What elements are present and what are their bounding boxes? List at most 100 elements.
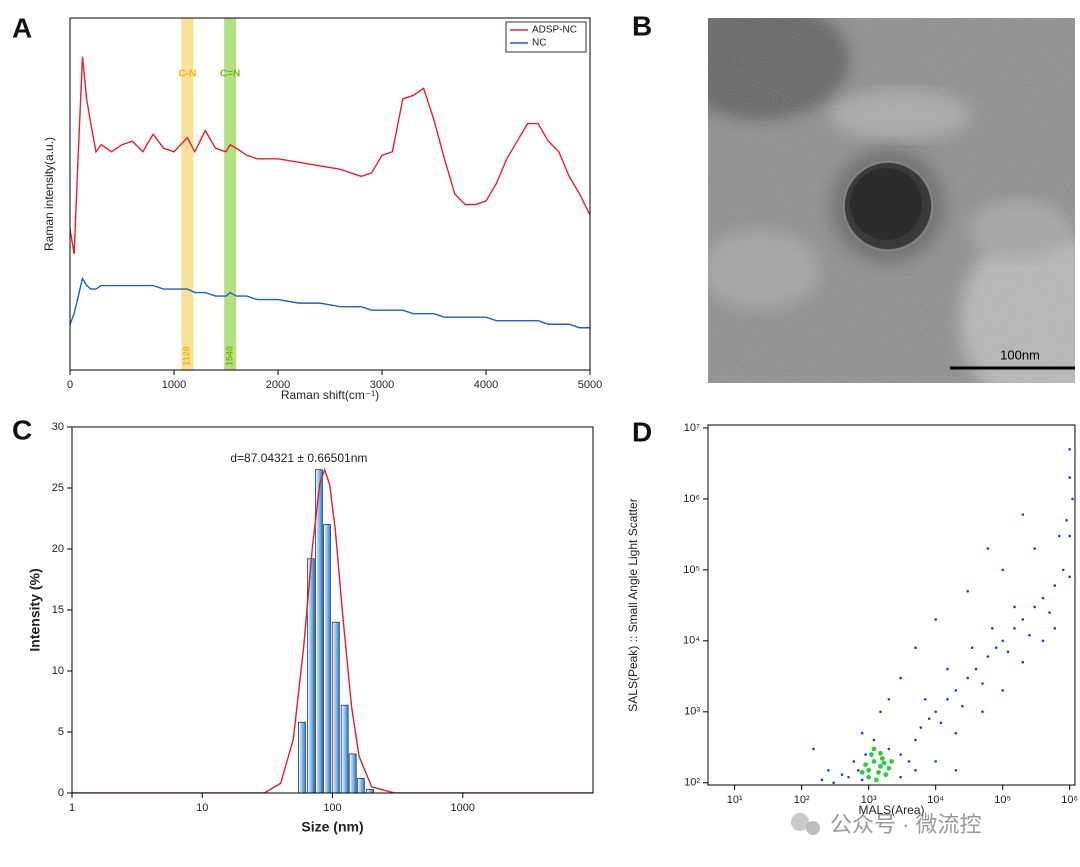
y-axis-label: SALS(Peak) :: Small Angle Light Scatter bbox=[626, 498, 640, 711]
point bbox=[866, 774, 872, 780]
x-tick-label: 10⁶ bbox=[1061, 794, 1078, 806]
point bbox=[863, 762, 869, 768]
bar bbox=[323, 524, 331, 793]
point bbox=[864, 753, 867, 756]
point bbox=[840, 773, 844, 776]
y-tick-label: 25 bbox=[52, 482, 64, 494]
annotation: d=87.04321 ± 0.66501nm bbox=[230, 451, 367, 465]
point bbox=[832, 781, 835, 785]
y-tick-label: 10⁷ bbox=[684, 422, 700, 434]
y-tick-label: 10⁶ bbox=[683, 493, 700, 505]
point bbox=[881, 760, 887, 766]
point bbox=[869, 752, 874, 757]
x-tick-label: 10² bbox=[794, 794, 810, 806]
fit-line bbox=[72, 467, 593, 793]
point bbox=[899, 775, 902, 779]
point bbox=[934, 760, 937, 763]
point bbox=[887, 698, 891, 701]
x-tick-label: 1000 bbox=[162, 379, 186, 391]
bar bbox=[331, 621, 340, 793]
bar bbox=[366, 788, 374, 793]
point bbox=[1068, 448, 1071, 451]
point bbox=[883, 772, 889, 778]
bar bbox=[340, 704, 349, 793]
point bbox=[1053, 627, 1057, 630]
bar bbox=[314, 469, 323, 793]
y-tick-label: 10 bbox=[52, 665, 64, 677]
bar bbox=[356, 777, 365, 793]
point bbox=[927, 717, 931, 720]
point bbox=[856, 768, 860, 772]
point bbox=[859, 769, 865, 775]
point bbox=[852, 760, 856, 763]
point bbox=[946, 667, 949, 671]
point bbox=[919, 726, 923, 729]
point bbox=[1041, 596, 1045, 600]
point bbox=[991, 627, 994, 630]
point bbox=[974, 667, 978, 671]
x-tick-label: 0 bbox=[67, 379, 73, 391]
x-tick-label: 10⁴ bbox=[927, 794, 944, 806]
point bbox=[1068, 575, 1071, 579]
point bbox=[879, 710, 882, 714]
point bbox=[946, 698, 949, 701]
point bbox=[1033, 605, 1036, 609]
legend-label: NC bbox=[532, 38, 546, 49]
legend-label: ADSP-NC bbox=[532, 25, 577, 36]
x-axis-label: Raman shift(cm⁻¹) bbox=[281, 388, 379, 402]
chart: 10¹ 10² 10³ 10⁴ 10⁵ 10⁶ 10² 10³ 10⁴ 10⁵ 10⁶ 10⁷ MALS… bbox=[626, 422, 1078, 817]
point bbox=[1033, 547, 1036, 550]
x-tick-label: 2000 bbox=[266, 379, 290, 391]
y-tick-label: 10⁴ bbox=[683, 635, 700, 647]
bar bbox=[297, 721, 306, 793]
y-tick-label: 10² bbox=[684, 777, 700, 789]
point bbox=[1013, 627, 1016, 630]
point bbox=[914, 738, 917, 742]
point bbox=[1021, 513, 1025, 516]
x-tick-label: 10 bbox=[196, 802, 208, 814]
point bbox=[1071, 497, 1074, 501]
y-tick-label: 5 bbox=[58, 726, 64, 738]
point bbox=[966, 589, 969, 593]
plot-area bbox=[72, 467, 593, 793]
point bbox=[860, 731, 864, 735]
band-label: C-N bbox=[178, 69, 196, 80]
point bbox=[914, 768, 917, 772]
point bbox=[899, 753, 902, 756]
scale-bar-label: 100nm bbox=[1000, 347, 1040, 362]
watermark: 公众号 · 微流控 bbox=[791, 812, 982, 837]
x-tick-label: 1 bbox=[69, 802, 75, 814]
bar bbox=[348, 753, 357, 793]
point bbox=[994, 646, 998, 650]
point bbox=[866, 767, 872, 773]
x-tick-label: 5000 bbox=[578, 379, 602, 391]
point bbox=[878, 764, 883, 769]
y-axis-label: Raman intensity(a.u.) bbox=[42, 137, 56, 251]
point bbox=[914, 646, 917, 650]
point bbox=[954, 731, 958, 735]
point bbox=[886, 765, 892, 771]
panel-letter: B bbox=[632, 10, 652, 41]
point bbox=[1021, 660, 1025, 664]
y-tick-label: 0 bbox=[58, 787, 64, 799]
y-tick-label: 15 bbox=[52, 604, 64, 616]
point bbox=[934, 618, 937, 621]
point bbox=[986, 655, 990, 658]
x-tick-label: 10³ bbox=[861, 794, 877, 806]
tem-image: 100nm bbox=[708, 18, 1075, 383]
series-line bbox=[70, 276, 590, 329]
band-position-label: 1128 bbox=[182, 346, 192, 366]
band-label: C=N bbox=[220, 69, 240, 80]
x-tick-label: 3000 bbox=[370, 379, 394, 391]
point bbox=[899, 676, 902, 680]
point bbox=[1048, 611, 1051, 614]
point bbox=[876, 769, 881, 775]
point bbox=[1058, 534, 1061, 538]
axes-frame bbox=[707, 424, 1076, 786]
point bbox=[871, 746, 877, 752]
panel-letter: D bbox=[632, 416, 652, 447]
point bbox=[924, 698, 927, 701]
plot-area bbox=[812, 448, 1074, 785]
point bbox=[1001, 568, 1004, 572]
y-tick-label: 10⁵ bbox=[683, 564, 700, 576]
